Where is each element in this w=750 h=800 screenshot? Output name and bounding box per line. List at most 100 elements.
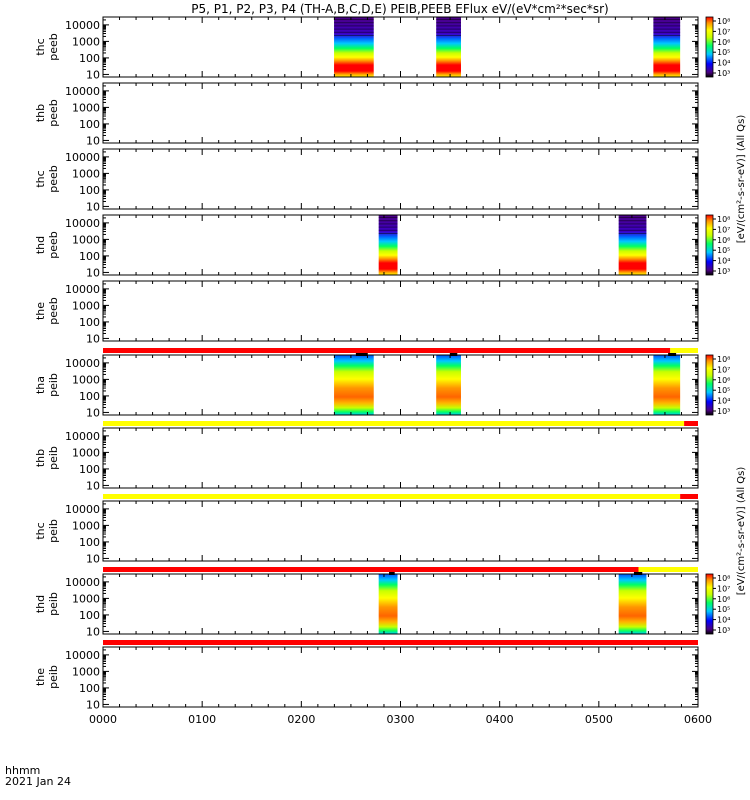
spectrogram-streak [378,229,398,231]
spectrogram-streak [436,25,461,27]
y-tick-label: 1000 [72,592,100,605]
colorbar-tick-label: 10⁴ [717,397,730,406]
y-tick-label: 100 [79,536,100,549]
panel-product-label: peeb [47,231,60,259]
panel-frame [102,427,699,489]
spectrogram-streak [618,223,647,225]
spectrogram-streak [653,35,681,36]
quality-flag-bar [103,640,698,645]
panel-product-label: peeb [47,33,60,61]
colorbar-tick-label: 10⁸ [717,574,730,583]
quality-flag-bar [680,494,698,499]
y-tick-label: 1000 [72,665,100,678]
panel-product-label: peib [47,519,60,543]
y-tick-label: 10000 [65,19,100,32]
spectrogram-streak [334,31,374,33]
colorbar-tick-label: 10⁷ [717,584,730,593]
spectrogram-streak [436,28,461,30]
spectrogram-streak [334,35,374,36]
panel-probe-label: thb [34,104,47,122]
colorbar-tick-label: 10³ [717,626,730,635]
time-format-label: hhmm [5,764,40,777]
y-tick-label: 10000 [65,151,100,164]
y-tick-label: 10 [86,479,100,492]
panel-product-label: peeb [47,165,60,193]
spectrogram-streak [334,22,374,24]
panel-frame [102,280,699,342]
y-tick-label: 10000 [65,430,100,443]
y-tick-label: 10000 [65,503,100,516]
x-tick-label: 0500 [585,713,613,726]
spectrogram-panel: 10000 1000 100 10 thc peeb [34,16,699,81]
spectrogram-streak [378,223,398,225]
colorbar-tick-label: 10⁸ [717,17,730,26]
panel-probe-label: thc [34,522,47,539]
y-tick-label: 1000 [72,233,100,246]
spectrogram-panel: 10000 1000 100 10 thc peeb [34,148,699,213]
colorbar-tick-label: 10⁶ [717,236,730,245]
y-tick-label: 10 [86,200,100,213]
spectrogram-streak [436,31,461,33]
y-tick-label: 1000 [72,446,100,459]
panel-frame [102,573,699,635]
panel-product-label: peeb [47,99,60,127]
x-tick-label: 0100 [188,713,216,726]
spectrogram-block [653,17,681,77]
y-tick-label: 1000 [72,167,100,180]
y-tick-label: 1000 [72,35,100,48]
y-tick-label: 100 [79,52,100,65]
panel-probe-label: thc [34,38,47,55]
spectrogram-panel: 10000 1000 100 10 thb peib [34,427,699,492]
y-tick-label: 10 [86,332,100,345]
colorbar [705,573,714,635]
panel-frame [102,214,699,276]
spectrogram-streak [618,217,647,218]
spectrogram-streak [618,226,647,228]
y-tick-label: 1000 [72,373,100,386]
panel-product-label: peib [47,592,60,616]
x-tick-label: 0400 [486,713,514,726]
x-axis: 0000 0100 0200 0300 0400 0500 0600 [89,713,712,726]
spectrogram-panel: 10000 1000 100 10 tha peib [34,353,699,419]
spectrogram-block [378,574,398,634]
panel-frame [102,500,699,562]
colorbar-tick-label: 10³ [717,267,730,276]
spectrogram-streak [334,19,374,20]
colorbar-tick-label: 10⁶ [717,595,730,604]
panel-frame [102,16,699,78]
quality-flag-bar [103,348,671,353]
panel-probe-label: thd [34,595,47,613]
colorbar-tick-label: 10⁸ [717,355,730,364]
panel-frame [102,82,699,144]
date-label: 2021 Jan 24 [5,775,71,788]
x-tick-label: 0200 [287,713,315,726]
y-tick-label: 100 [79,609,100,622]
spectrogram-streak [378,220,398,222]
panel-frame [102,646,699,708]
chart-title: P5, P1, P2, P3, P4 (TH-A,B,C,D,E) PEIB,P… [191,2,608,16]
colorbar-tick-label: 10⁶ [717,376,730,385]
colorbar-tick-label: 10⁴ [717,616,730,625]
panel-probe-label: thd [34,236,47,254]
colorbar-tick-label: 10³ [717,407,730,416]
spectrogram-panel: 10000 1000 100 10 thc peib [34,500,699,565]
colorbar-tick-label: 10⁵ [717,386,730,395]
spectrogram-streak [378,233,398,234]
spectrogram-block [618,215,647,275]
y-tick-label: 1000 [72,299,100,312]
colorbar [705,214,714,276]
spectrogram-panel: 10000 1000 100 10 thb peeb [34,82,699,147]
y-tick-label: 10000 [65,85,100,98]
spectrogram-panel: 10000 1000 100 10 the peeb [34,280,699,345]
y-tick-label: 10000 [65,649,100,662]
y-tick-label: 100 [79,118,100,131]
panel-probe-label: the [34,302,47,320]
spectrogram-block [334,17,374,77]
spectrogram-streak [653,25,681,27]
spectrogram-streak [334,25,374,27]
spectrogram-block [436,355,461,415]
y-tick-label: 10 [86,698,100,711]
